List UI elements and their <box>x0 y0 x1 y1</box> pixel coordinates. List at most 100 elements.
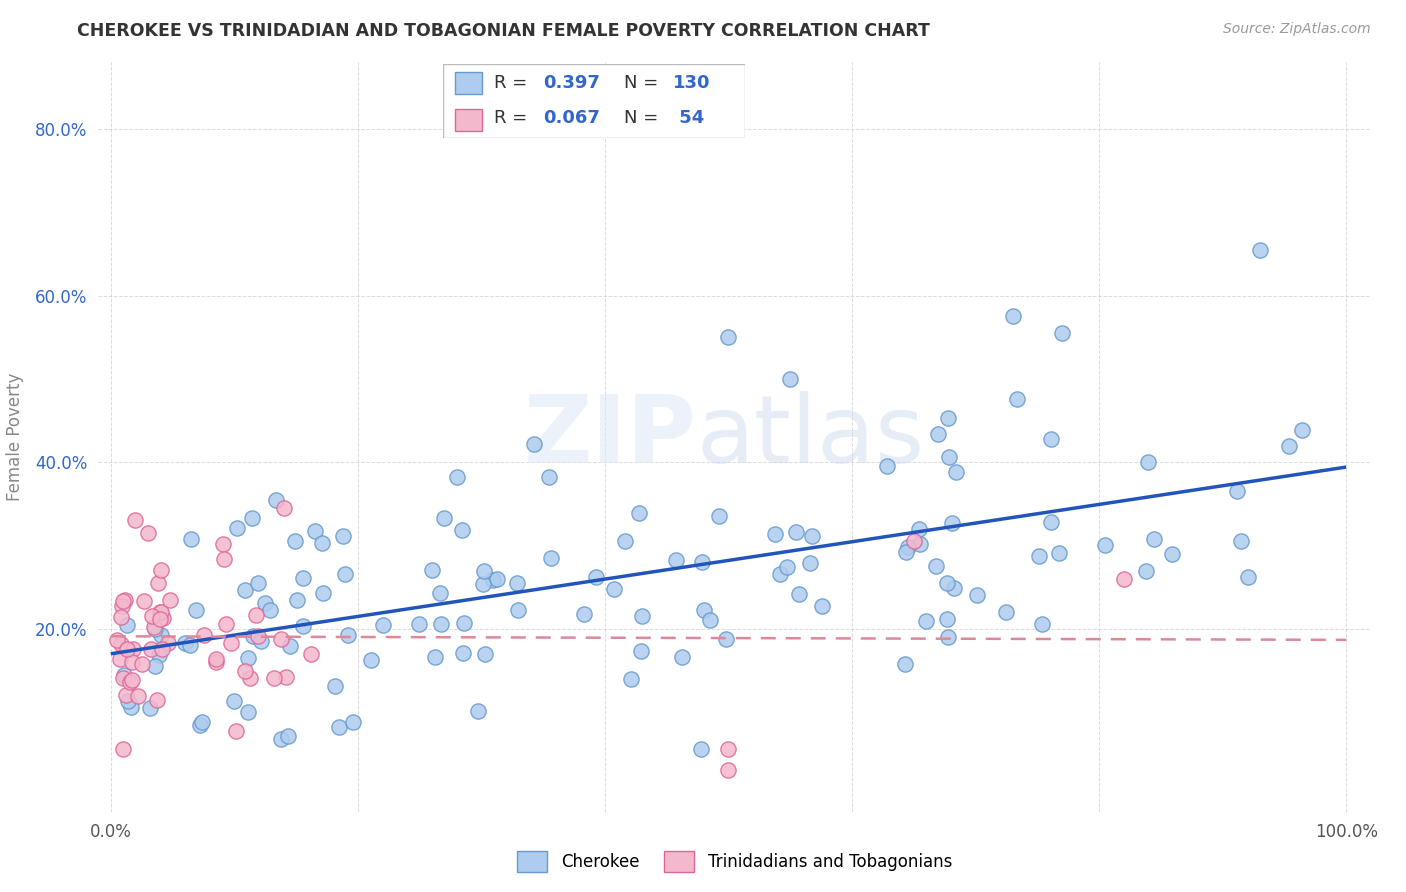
Text: Source: ZipAtlas.com: Source: ZipAtlas.com <box>1223 22 1371 37</box>
Point <box>927 426 949 441</box>
Point <box>451 524 474 538</box>
Point <box>124 513 146 527</box>
Point <box>938 450 960 464</box>
Text: CHEROKEE VS TRINIDADIAN AND TOBAGONIAN FEMALE POVERTY CORRELATION CHART: CHEROKEE VS TRINIDADIAN AND TOBAGONIAN F… <box>77 22 931 40</box>
Point <box>1143 532 1166 546</box>
Point <box>717 763 740 777</box>
Point <box>801 529 824 543</box>
Point <box>430 616 453 631</box>
Point <box>620 672 643 686</box>
Point <box>235 582 257 597</box>
Point <box>585 569 607 583</box>
Point <box>149 605 172 619</box>
Point <box>174 636 197 650</box>
Point <box>120 699 142 714</box>
Point <box>236 705 259 719</box>
Point <box>239 671 262 685</box>
Point <box>259 603 281 617</box>
Point <box>614 534 637 549</box>
Point <box>876 458 898 473</box>
Point <box>482 573 505 587</box>
Point <box>474 647 496 661</box>
Point <box>1094 538 1116 552</box>
Point <box>915 615 938 629</box>
Point <box>903 534 925 549</box>
Point <box>1047 546 1070 560</box>
Point <box>193 628 215 642</box>
Point <box>179 638 201 652</box>
Point <box>242 629 264 643</box>
Point <box>768 566 790 581</box>
Text: R =: R = <box>495 110 533 128</box>
Point <box>117 642 139 657</box>
Point <box>149 628 172 642</box>
Point <box>149 612 172 626</box>
Point <box>284 534 307 549</box>
Point <box>717 330 740 344</box>
Point <box>115 689 138 703</box>
Point <box>631 609 654 624</box>
Point <box>270 732 292 747</box>
Point <box>134 594 156 608</box>
Point <box>141 609 163 624</box>
Point <box>127 689 149 703</box>
Point <box>408 617 430 632</box>
Point <box>693 602 716 616</box>
Point <box>894 657 917 672</box>
Point <box>280 640 302 654</box>
Point <box>118 674 141 689</box>
Point <box>995 605 1018 619</box>
Point <box>146 692 169 706</box>
Point <box>1028 549 1050 563</box>
Point <box>117 693 139 707</box>
Point <box>896 541 918 555</box>
Text: 130: 130 <box>672 74 710 92</box>
Point <box>1031 616 1053 631</box>
Point <box>433 510 456 524</box>
Point <box>112 671 135 685</box>
Point <box>225 723 247 738</box>
Point <box>360 653 382 667</box>
Point <box>156 636 179 650</box>
Point <box>1001 310 1024 324</box>
Point <box>112 668 135 682</box>
Point <box>446 470 468 484</box>
Point <box>212 552 235 566</box>
Point <box>630 644 652 658</box>
Point <box>323 679 346 693</box>
Point <box>699 613 721 627</box>
Point <box>115 617 138 632</box>
Point <box>908 522 931 536</box>
Legend: Cherokee, Trinidadians and Tobagonians: Cherokee, Trinidadians and Tobagonians <box>510 845 959 879</box>
Point <box>108 652 131 666</box>
Point <box>665 553 688 567</box>
Text: N =: N = <box>624 110 664 128</box>
Point <box>150 642 173 657</box>
Point <box>935 611 957 625</box>
Point <box>299 647 322 661</box>
Point <box>910 537 932 551</box>
Point <box>336 628 359 642</box>
Point <box>1112 572 1135 586</box>
FancyBboxPatch shape <box>456 71 482 94</box>
Point <box>523 437 546 451</box>
Point <box>1278 439 1301 453</box>
Point <box>112 742 135 756</box>
Text: 0.397: 0.397 <box>543 74 599 92</box>
Point <box>188 718 211 732</box>
Point <box>506 603 529 617</box>
Text: N =: N = <box>624 74 664 92</box>
Point <box>451 646 474 660</box>
Point <box>105 632 128 647</box>
Point <box>121 655 143 669</box>
Point <box>328 720 350 734</box>
Point <box>941 516 963 530</box>
Point <box>246 629 269 643</box>
Point <box>180 533 202 547</box>
Point <box>148 648 170 663</box>
Point <box>190 715 212 730</box>
Point <box>215 617 238 632</box>
Point <box>121 673 143 687</box>
Point <box>1226 484 1249 499</box>
Point <box>240 511 263 525</box>
